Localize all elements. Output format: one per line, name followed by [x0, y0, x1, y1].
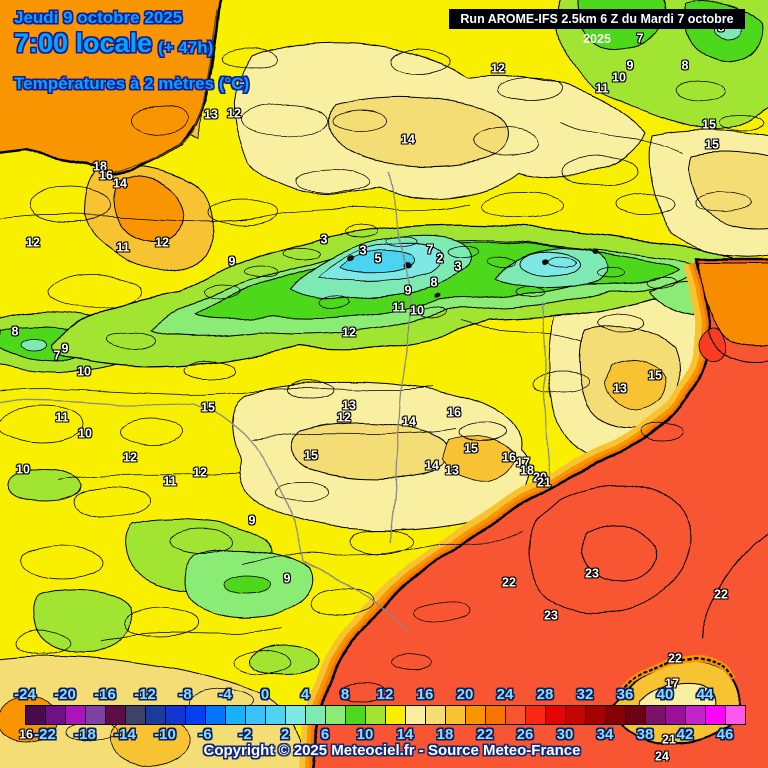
valid-time-label: 7:00 locale [14, 28, 153, 58]
colorbar-cell-22 [486, 706, 506, 724]
colorbar-cell-14 [406, 706, 426, 724]
gulf-of-lion [699, 261, 768, 346]
colorbar-cell-18 [446, 706, 466, 724]
parameter-title: Températures à 2 mètres (°C) [14, 74, 250, 93]
colorbar-cell-8 [346, 706, 366, 724]
colorbar-cell-12 [386, 706, 406, 724]
mediterranean-sea [310, 256, 768, 768]
colorbar-cell-46 [726, 706, 745, 724]
colorbar-cell--20 [66, 706, 86, 724]
colorbar-cell--10 [166, 706, 186, 724]
colorbar-cell-0 [266, 706, 286, 724]
colorbar-cell-32 [586, 706, 606, 724]
colorbar-cell--2 [246, 706, 266, 724]
colorbar-cell--12 [146, 706, 166, 724]
colorbar-cell--4 [226, 706, 246, 724]
colorbar-cell-6 [326, 706, 346, 724]
colorbar-cell--14 [126, 706, 146, 724]
copyright-notice: Copyright © 2025 Meteociel.fr - Source M… [203, 742, 581, 759]
colorbar-cell-28 [546, 706, 566, 724]
colorbar-cell-20 [466, 706, 486, 724]
colorbar-cell-30 [566, 706, 586, 724]
colorbar-cell-42 [686, 706, 706, 724]
colorbar-cell-2 [286, 706, 306, 724]
colorbar-cell--6 [206, 706, 226, 724]
date-label: Jeudi 9 octobre 2025 [14, 8, 183, 27]
colorbar-cell-36 [626, 706, 646, 724]
colorbar-cell-4 [306, 706, 326, 724]
colorbar-cell--24 [26, 706, 46, 724]
colorbar-cell-24 [506, 706, 526, 724]
colorbar-cell-16 [426, 706, 446, 724]
colorbar-cell-38 [646, 706, 666, 724]
colorbar-cell--18 [86, 706, 106, 724]
colorbar-cell--8 [186, 706, 206, 724]
model-run-banner: Run AROME-IFS 2.5km 6 Z du Mardi 7 octob… [449, 9, 745, 46]
temperature-colorbar [25, 705, 746, 725]
colorbar-cell-34 [606, 706, 626, 724]
forecast-offset-label: (+ 47h) [158, 38, 214, 57]
colorbar-cell-10 [366, 706, 386, 724]
colorbar-cell--16 [106, 706, 126, 724]
colorbar-cell-44 [706, 706, 726, 724]
colorbar-cell-40 [666, 706, 686, 724]
colorbar-cell--22 [46, 706, 66, 724]
colorbar-cell-26 [526, 706, 546, 724]
